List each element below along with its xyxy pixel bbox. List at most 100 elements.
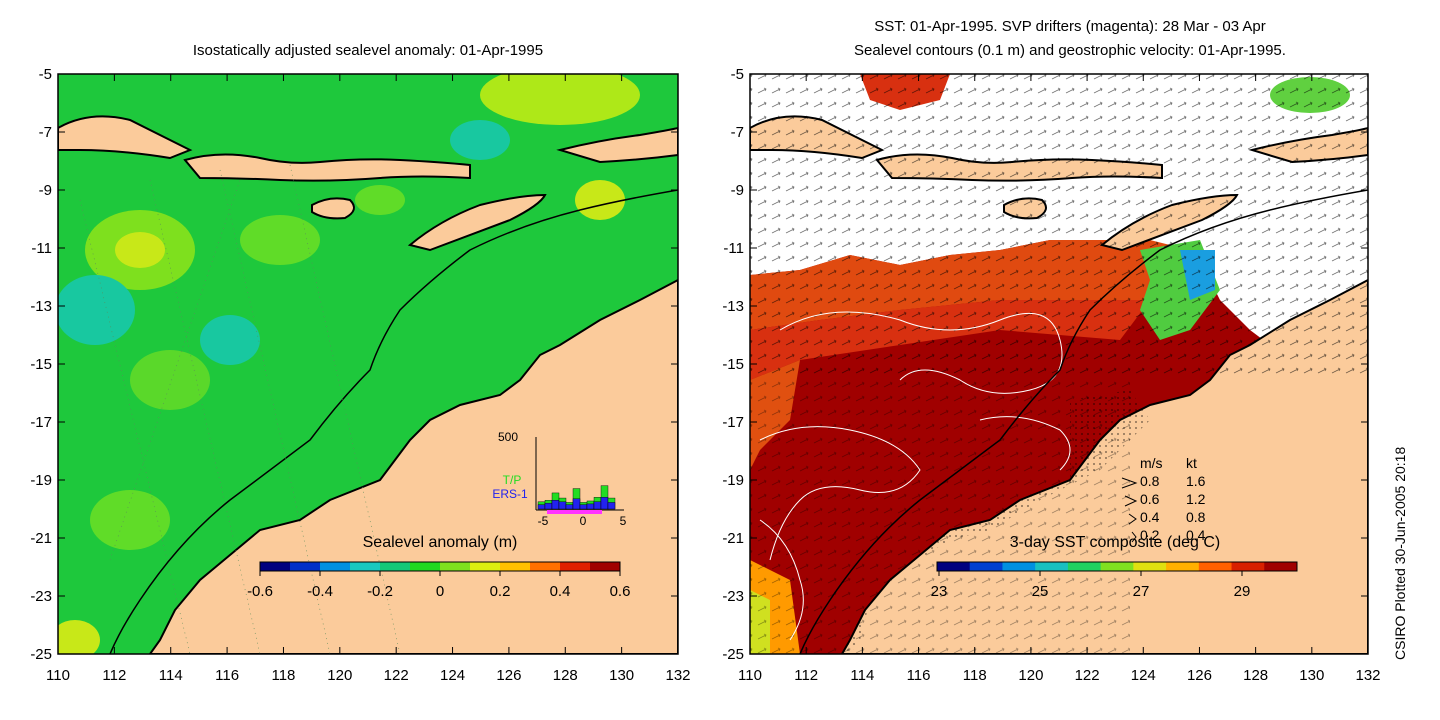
colorbar-frame (936, 561, 1298, 572)
y-tick-label: -23 (722, 588, 744, 605)
x-tick-label: 124 (1131, 667, 1156, 684)
right-map-title-line1: SST: 01-Apr-1995. SVP drifters (magenta)… (874, 18, 1266, 35)
drifter-period-bar (547, 510, 602, 514)
velocity-legend-ms: 0.6 (1140, 491, 1160, 507)
sst-map (750, 74, 1368, 654)
colorbar-tick-label: 0.2 (490, 583, 511, 600)
sst-colorbar-label: 3-day SST composite (deg C) (1010, 534, 1220, 551)
histogram-bar-ers (572, 498, 581, 510)
colorbar-tick-label: 27 (1133, 583, 1150, 600)
velocity-legend-header-ms: m/s (1140, 455, 1163, 471)
y-tick-label: -23 (30, 588, 52, 605)
x-tick-label: 112 (102, 667, 126, 684)
colorbar-tick-label: 29 (1234, 583, 1251, 600)
x-tick-label: 120 (1018, 667, 1043, 684)
velocity-legend-ms: 0.8 (1140, 473, 1160, 489)
y-tick-label: -5 (39, 66, 52, 83)
sst-colorbar-ticks: 23 25 27 29 (931, 571, 1251, 600)
right-map-title-line2: Sealevel contours (0.1 m) and geostrophi… (854, 42, 1286, 59)
y-tick-label: -7 (39, 124, 52, 141)
colorbar-swatch (1035, 562, 1069, 571)
colorbar-swatch (560, 562, 591, 571)
colorbar-swatch (937, 562, 971, 571)
velocity-legend: m/s kt 0.8 1.6 0.6 1.2 0.4 0.8 0.2 0.4 (1121, 455, 1206, 543)
colorbar-tick-label: 0.6 (610, 583, 631, 600)
colorbar-swatch (969, 562, 1003, 571)
x-tick-label: 122 (384, 667, 409, 684)
left-map-axes: -5 -7 -9 -11 -13 -15 -17 -19 -21 -23 -25 110 112 114 1… (30, 66, 690, 684)
histogram-ymax-label: 500 (498, 430, 518, 444)
x-tick-label: 128 (1243, 667, 1268, 684)
colorbar-tick-label: 25 (1032, 583, 1049, 600)
colorbar-swatch (290, 562, 321, 571)
colorbar-swatch (530, 562, 561, 571)
sst-colorbar: 3-day SST composite (deg C) 23 25 27 29 (931, 534, 1298, 600)
colorbar-tick-label: 0 (436, 583, 444, 600)
x-tick-label: 118 (271, 667, 295, 684)
histogram-bar-ers (565, 504, 574, 510)
x-tick-label: 128 (553, 667, 578, 684)
sst-colorbar-swatches (936, 561, 1298, 572)
colorbar-tick-label: -0.2 (367, 583, 393, 600)
velocity-legend-kt: 0.8 (1186, 509, 1206, 525)
histogram-x-tick-label: 5 (620, 514, 627, 528)
colorbar-swatch (320, 562, 351, 571)
colorbar-swatch (1100, 562, 1134, 571)
histogram-bar-ers (544, 502, 553, 510)
velocity-legend-header-kt: kt (1186, 455, 1197, 471)
colorbar-swatch (1264, 562, 1298, 571)
colorbar-tick-label: -0.6 (247, 583, 273, 600)
y-tick-label: -13 (30, 298, 52, 315)
colorbar-tick-label: 0.4 (550, 583, 571, 600)
x-tick-label: 120 (327, 667, 352, 684)
x-tick-label: 112 (794, 667, 818, 684)
altimeter-histogram: 500 T/P ERS-1 -5 0 5 (492, 430, 626, 528)
x-tick-label: 114 (159, 667, 183, 684)
colorbar-swatch (1133, 562, 1167, 571)
colorbar-swatch (260, 562, 291, 571)
sealevel-colorbar-ticks: -0.6 -0.4 -0.2 0 0.2 0.4 0.6 (247, 571, 630, 600)
colorbar-swatch (1198, 562, 1233, 571)
y-tick-label: -11 (31, 240, 52, 257)
colorbar-swatch (440, 562, 471, 571)
left-map-title: Isostatically adjusted sealevel anomaly:… (192, 42, 544, 59)
colorbar-swatch (380, 562, 411, 571)
sealevel-colorbar-label: Sealevel anomaly (m) (363, 534, 518, 551)
x-tick-label: 130 (609, 667, 634, 684)
y-tick-label: -21 (30, 530, 52, 547)
histogram-bar-ers (579, 504, 588, 510)
colorbar-swatch (1231, 562, 1265, 571)
colorbar-swatch (590, 562, 621, 571)
x-tick-label: 132 (1355, 667, 1380, 684)
velocity-legend-kt: 0.4 (1186, 527, 1206, 543)
velocity-legend-ms: 0.2 (1140, 527, 1160, 543)
histogram-x-ticks: -5 0 5 (538, 514, 627, 528)
histogram-x-tick-label: 0 (580, 514, 587, 528)
y-tick-label: -9 (731, 182, 744, 199)
colorbar-swatch (1002, 562, 1036, 571)
y-tick-label: -17 (722, 414, 744, 431)
colorbar-tick-label: 23 (931, 583, 948, 600)
y-tick-label: -5 (731, 66, 744, 83)
x-tick-label: 124 (440, 667, 465, 684)
sealevel-colorbar: Sealevel anomaly (m) -0.6 -0.4 -0.2 0 0.2 0.4… (247, 534, 630, 600)
colorbar-swatch (350, 562, 381, 571)
x-tick-label: 126 (1187, 667, 1212, 684)
colorbar-swatch (470, 562, 501, 571)
colorbar-swatch (1166, 562, 1200, 571)
y-tick-label: -11 (723, 240, 744, 257)
velocity-legend-rows: 0.8 1.6 0.6 1.2 0.4 0.8 0.2 0.4 (1121, 473, 1206, 543)
x-tick-label: 116 (907, 667, 931, 684)
y-tick-label: -9 (39, 182, 52, 199)
histogram-bars (537, 485, 616, 510)
velocity-arrow-icon (1128, 513, 1137, 525)
velocity-arrow-icon (1121, 477, 1138, 489)
velocity-legend-kt: 1.6 (1186, 473, 1206, 489)
sealevel-anomaly-map (58, 74, 678, 654)
x-tick-label: 116 (215, 667, 239, 684)
histogram-legend-ers: ERS-1 (492, 487, 528, 501)
x-tick-label: 110 (46, 667, 70, 684)
x-tick-label: 130 (1299, 667, 1324, 684)
y-tick-label: -17 (30, 414, 52, 431)
